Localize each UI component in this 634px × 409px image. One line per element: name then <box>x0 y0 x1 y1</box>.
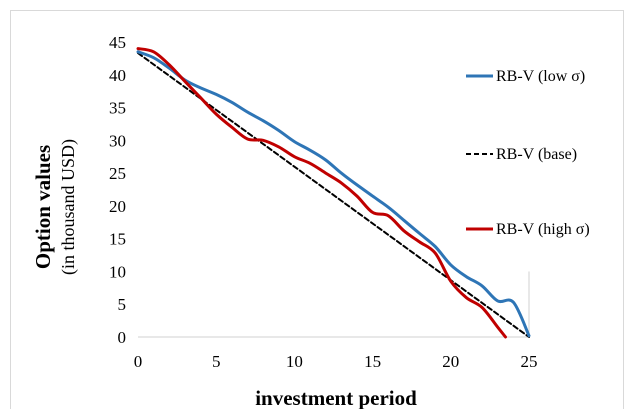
legend-label: RB-V (base) <box>496 146 577 163</box>
legend: RB-V (low σ) RB-V (base) RB-V (high σ) <box>466 68 590 238</box>
legend-label: RB-V (low σ) <box>496 68 585 85</box>
x-tick-label: 5 <box>212 352 221 371</box>
legend-label: RB-V (high σ) <box>496 221 590 238</box>
series-line-low-sigma <box>136 50 531 338</box>
y-tick-label: 10 <box>109 262 126 281</box>
y-tick-label: 5 <box>118 295 127 314</box>
legend-item-high-sigma: RB-V (high σ) <box>466 221 590 238</box>
y-tick-label: 25 <box>109 164 126 183</box>
series-layer <box>136 47 531 339</box>
y-axis-subtitle: (in thousand USD) <box>58 139 79 275</box>
series-line-high-sigma <box>136 47 507 339</box>
x-tick-label: 15 <box>364 352 381 371</box>
x-axis-title: investment period <box>255 386 417 409</box>
y-tick-label: 45 <box>109 33 126 52</box>
y-tick-label: 20 <box>109 197 126 216</box>
y-tick-label: 30 <box>109 131 126 150</box>
x-tick-label: 10 <box>286 352 303 371</box>
x-tick-label: 25 <box>521 352 538 371</box>
y-axis-title: Option values <box>31 145 55 269</box>
y-tick-label: 40 <box>109 66 126 85</box>
y-tick-label: 15 <box>109 230 126 249</box>
legend-item-base: RB-V (base) <box>466 146 577 163</box>
y-tick-label: 35 <box>109 99 126 118</box>
y-axis-ticks: 0 5 10 15 20 25 30 35 40 45 <box>109 33 126 347</box>
y-tick-label: 0 <box>118 328 127 347</box>
chart-frame <box>10 10 624 409</box>
legend-item-low-sigma: RB-V (low σ) <box>466 68 585 85</box>
x-tick-label: 0 <box>134 352 143 371</box>
x-tick-label: 20 <box>442 352 459 371</box>
x-axis-ticks: 0 5 10 15 20 25 <box>134 352 538 371</box>
